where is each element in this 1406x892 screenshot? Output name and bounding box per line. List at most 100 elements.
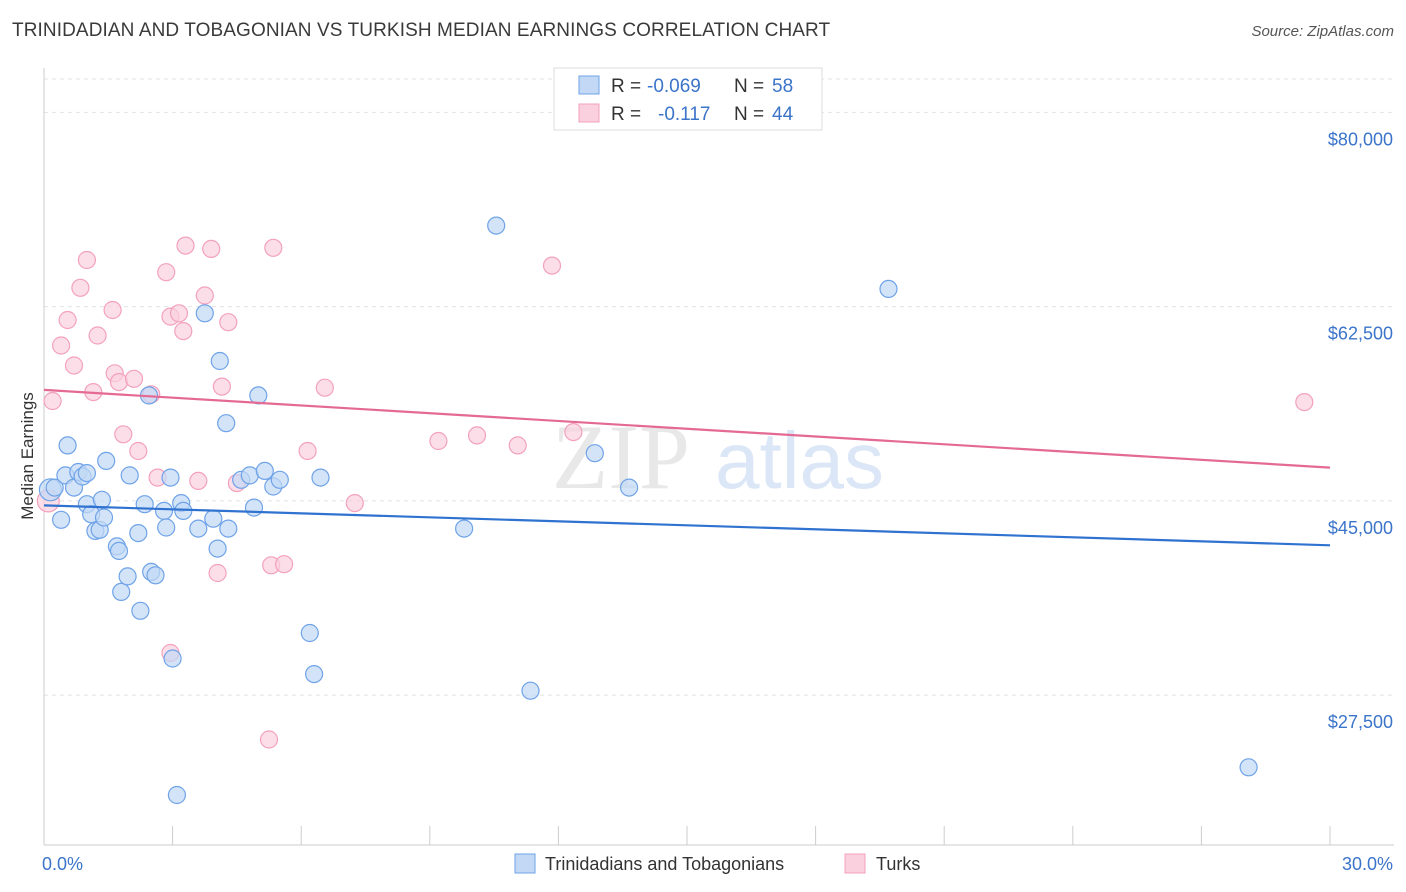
trinidadian-point-15 [94,508,114,527]
stats-legend-n-label-pink: N = [734,104,764,125]
watermark-atlas: atlas [715,416,884,505]
gridlines [44,78,1394,696]
trinidadian-point-28 [157,518,176,537]
stats-legend-r-label-blue: R = [611,76,641,97]
trinidadian-point-45 [255,461,274,480]
trinidadian-point-44 [249,386,268,405]
trinidadian-point-34 [189,519,208,538]
turks-point-24 [195,286,214,305]
turks-point-39 [508,436,527,455]
stats-legend-r-value-blue: -0.069 [647,76,701,97]
stats-legend-swatch-blue [578,75,600,95]
trinidadian-point-13 [92,490,112,509]
stats-legend-n-value-blue: 58 [772,76,793,97]
turks-point-42 [1295,393,1314,412]
trinidadian-point-4 [58,436,77,455]
legend-label-turks: Turks [876,854,920,874]
x-tick-label-end: 30.0% [1342,854,1393,874]
series-turks-points [36,236,1314,749]
source-label: Source: ZipAtlas.com [1251,23,1394,40]
trinidadian-point-23 [135,495,154,514]
turks-point-21 [174,322,193,341]
y-tick-labels: $27,500 $45,000 $62,500 $80,000 [1328,129,1393,732]
series-trinidadian-points [38,216,1258,805]
trinidadian-point-43 [244,498,264,517]
trinidadian-point-17 [109,541,129,561]
trinidadian-point-26 [146,566,165,585]
turks-point-3 [58,310,77,330]
trinidadian-point-51 [455,519,474,538]
x-tick-label-start: 0.0% [42,854,83,874]
turks-point-1 [43,391,62,411]
turks-point-25 [202,239,221,258]
y-tick-label-80000: $80,000 [1328,129,1393,149]
trinidadian-point-8 [77,464,97,483]
turks-point-40 [542,256,562,275]
axes [43,68,1394,846]
turks-point-6 [77,250,97,270]
stats-legend-n-value-pink: 44 [772,104,794,125]
trinidadian-point-37 [208,539,227,558]
turks-point-28 [219,313,238,332]
trinidadian-point-2 [51,510,71,529]
trinidadian-point-36 [204,509,223,528]
turks-point-35 [315,378,334,397]
y-axis-label: Median Earnings [18,392,37,520]
trinidadian-point-38 [210,351,229,371]
turks-point-26 [208,563,227,583]
turks-point-9 [103,300,122,320]
turks-point-17 [157,263,176,282]
turks-point-8 [88,326,107,345]
series-legend: Trinidadians and Tobagonians Turks [514,853,920,874]
trinidadian-point-19 [118,567,137,586]
trinidadian-point-20 [120,466,139,485]
turks-point-23 [189,471,208,490]
trinidadian-point-56 [879,279,898,298]
trend-lines [43,388,1331,547]
turks-point-32 [264,238,283,257]
legend-swatch-turks [844,853,866,874]
trinidadian-point-14 [97,451,116,470]
y-tick-label-27500: $27,500 [1328,712,1393,732]
trinidadian-point-29 [161,468,180,487]
turks-point-20 [169,304,189,323]
x-tick-labels: 0.0% 30.0% [42,854,1393,874]
legend-swatch-trinidadian [514,853,536,874]
turks-point-36 [345,494,364,513]
turks-point-37 [429,431,448,451]
legend-label-trinidadian: Trinidadians and Tobagonians [545,854,784,874]
turks-point-22 [176,236,195,255]
turks-point-38 [467,426,487,445]
trinidadian-point-27 [154,501,174,520]
trinidadian-point-48 [300,623,319,643]
trinidadian-point-49 [305,664,324,684]
chart-title: TRINIDADIAN AND TOBAGONIAN VS TURKISH ME… [12,20,831,41]
trinidadian-point-22 [131,601,150,620]
trinidadian-point-55 [619,478,639,497]
turks-point-2 [51,336,71,355]
trinidadian-point-21 [129,523,148,543]
trinidadian-point-50 [311,468,330,487]
turks-point-11 [109,373,129,392]
turks-point-27 [212,377,231,396]
trinidadian-point-47 [270,470,289,489]
trinidadian-point-52 [487,216,506,235]
turks-point-4 [64,356,84,375]
stats-legend-r-label-pink: R = [611,104,641,125]
turks-point-41 [564,423,583,442]
trinidadian-point-18 [112,582,131,602]
stats-legend-swatch-pink [578,103,600,123]
trinidadian-point-54 [585,444,604,463]
trinidadian-trend-line [43,504,1331,547]
turks-point-34 [298,441,317,461]
stats-legend: R = -0.069 N = 58 R = -0.117 N = 44 [553,67,823,131]
stats-legend-n-label-blue: N = [734,76,764,97]
turks-point-5 [71,278,90,297]
trinidadian-point-40 [219,519,238,538]
trinidadian-point-30 [163,649,182,668]
x-ticks [43,826,1331,845]
trinidadian-point-53 [521,681,540,700]
turks-point-33 [275,555,294,574]
turks-point-13 [124,369,144,388]
turks-point-14 [129,441,148,461]
